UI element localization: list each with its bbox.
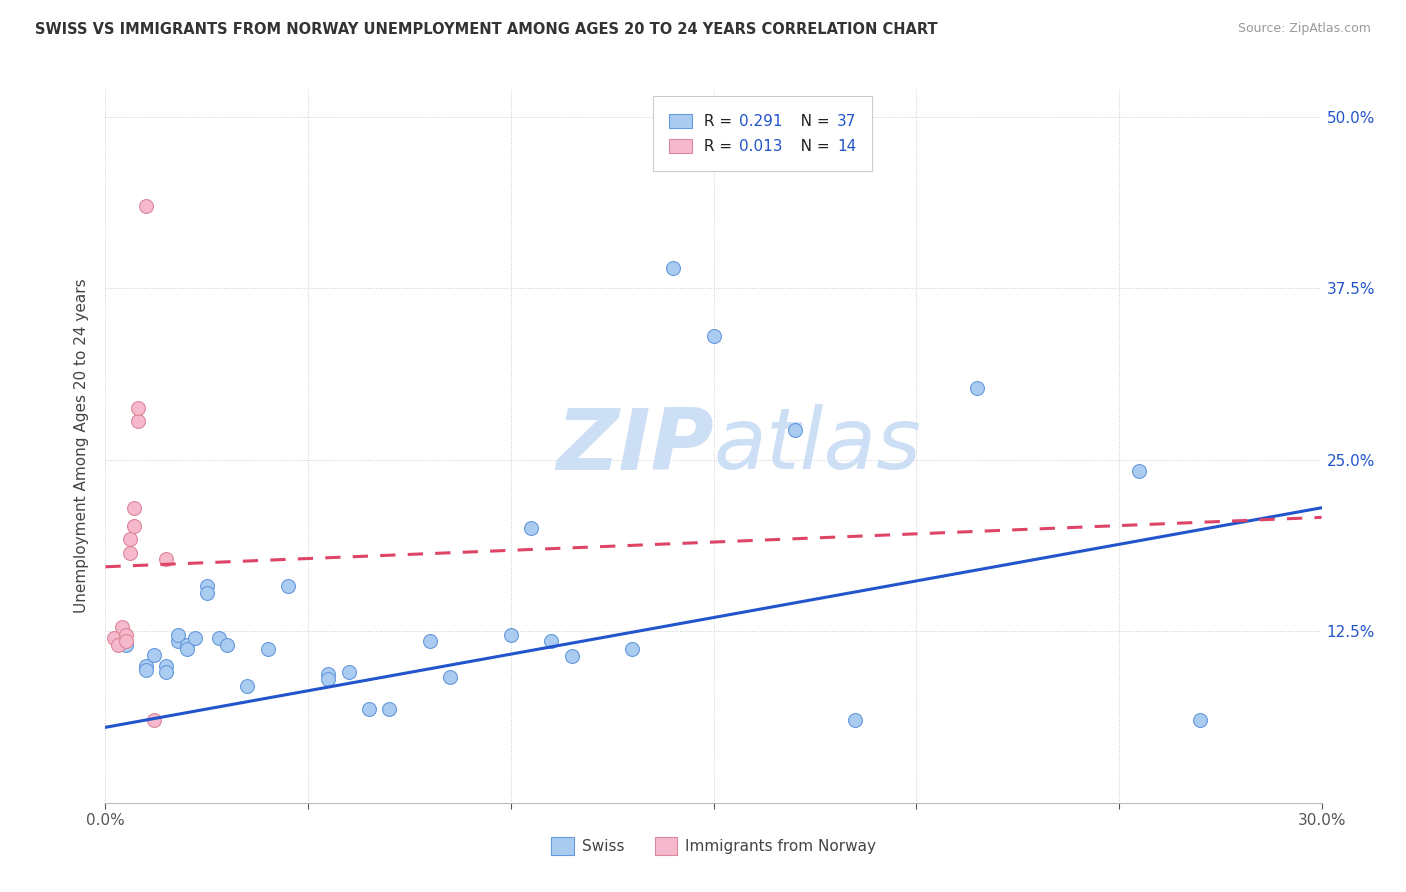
- Point: [155, 551, 177, 566]
- Point: [127, 414, 149, 428]
- Point: [337, 665, 360, 680]
- Text: ZIP: ZIP: [555, 404, 713, 488]
- Point: [621, 642, 644, 657]
- Point: [208, 631, 231, 645]
- Y-axis label: Unemployment Among Ages 20 to 24 years: Unemployment Among Ages 20 to 24 years: [75, 278, 90, 614]
- Point: [277, 579, 299, 593]
- Point: [318, 666, 340, 681]
- Point: [118, 533, 141, 547]
- Point: [195, 586, 218, 600]
- Point: [114, 638, 136, 652]
- Point: [540, 633, 562, 648]
- Point: [520, 521, 543, 535]
- Point: [844, 714, 866, 728]
- Point: [114, 628, 136, 642]
- Point: [378, 702, 401, 716]
- Point: [167, 633, 190, 648]
- Point: [111, 620, 134, 634]
- Point: [143, 714, 166, 728]
- Point: [127, 401, 149, 415]
- Point: [195, 579, 218, 593]
- Point: [122, 518, 145, 533]
- Point: [155, 658, 177, 673]
- Point: [103, 631, 125, 645]
- Point: [439, 669, 461, 683]
- Point: [256, 642, 278, 657]
- Text: Source: ZipAtlas.com: Source: ZipAtlas.com: [1237, 22, 1371, 36]
- Point: [966, 381, 988, 395]
- Point: [118, 546, 141, 560]
- Point: [499, 628, 522, 642]
- Point: [783, 423, 806, 437]
- Point: [176, 638, 198, 652]
- Point: [1189, 714, 1212, 728]
- Point: [318, 673, 340, 687]
- Text: SWISS VS IMMIGRANTS FROM NORWAY UNEMPLOYMENT AMONG AGES 20 TO 24 YEARS CORRELATI: SWISS VS IMMIGRANTS FROM NORWAY UNEMPLOY…: [35, 22, 938, 37]
- Point: [114, 633, 136, 648]
- Point: [135, 658, 157, 673]
- Point: [357, 702, 380, 716]
- Legend: Swiss, Immigrants from Norway: Swiss, Immigrants from Norway: [543, 829, 884, 863]
- Point: [107, 638, 129, 652]
- Point: [419, 633, 441, 648]
- Point: [561, 648, 583, 663]
- Point: [183, 631, 205, 645]
- Point: [122, 500, 145, 515]
- Point: [217, 638, 239, 652]
- Point: [176, 642, 198, 657]
- Point: [662, 260, 685, 275]
- Point: [236, 679, 259, 693]
- Point: [702, 329, 725, 343]
- Point: [1128, 464, 1150, 478]
- Point: [155, 665, 177, 680]
- Point: [135, 199, 157, 213]
- Point: [135, 663, 157, 677]
- Point: [143, 648, 166, 662]
- Text: atlas: atlas: [713, 404, 921, 488]
- Point: [167, 628, 190, 642]
